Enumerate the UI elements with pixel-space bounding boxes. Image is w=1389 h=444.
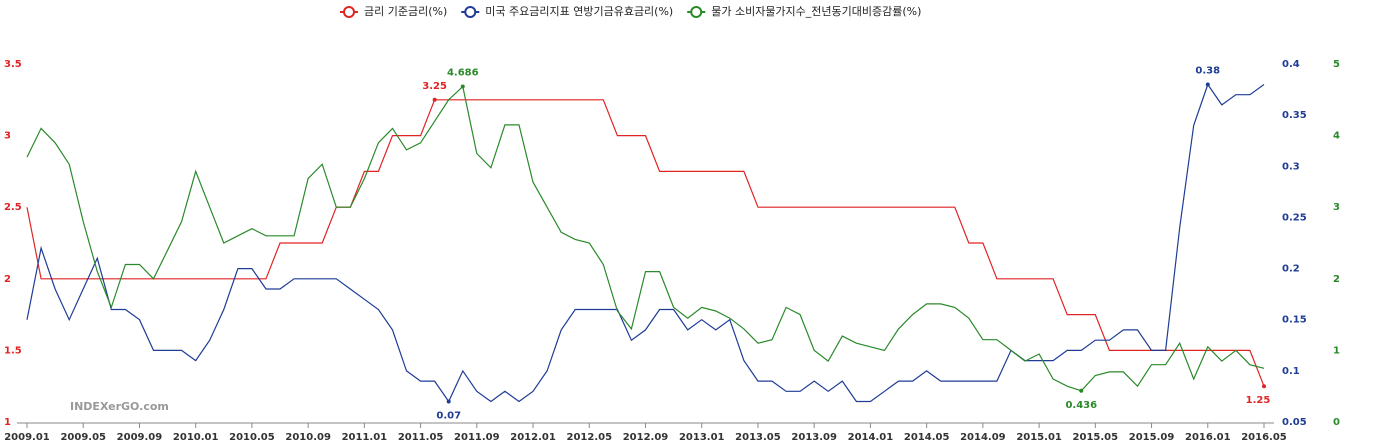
data-label: 0.436: [1065, 400, 1097, 411]
point-marker: [1079, 388, 1084, 393]
y3-tick-label: 5: [1333, 59, 1340, 70]
y2-tick-label: 0.25: [1282, 212, 1307, 223]
x-tick-label: 2015.01: [1016, 432, 1062, 443]
point-marker: [460, 84, 465, 89]
point-marker: [432, 97, 437, 102]
y3-tick-label: 1: [1333, 345, 1340, 356]
legend-label: 금리 기준금리(%): [364, 5, 447, 18]
legend-marker: [690, 6, 703, 18]
y-tick-label: 1.5: [4, 345, 22, 356]
y-tick-label: 1: [4, 417, 11, 428]
x-tick-label: 2013.05: [735, 432, 781, 443]
point-marker: [1205, 82, 1210, 87]
legend-label: 미국 주요금리지표 연방기금유효금리(%): [485, 5, 673, 18]
series-line: [26, 99, 1265, 387]
point-marker: [446, 399, 451, 404]
x-tick-label: 2009.01: [4, 432, 50, 443]
x-tick-label: 2011.05: [398, 432, 444, 443]
data-label: 0.38: [1195, 65, 1220, 76]
y2-tick-label: 0.35: [1282, 110, 1307, 121]
x-tick-label: 2009.09: [117, 432, 163, 443]
y3-tick-label: 3: [1333, 202, 1340, 213]
x-tick-label: 2011.01: [342, 432, 388, 443]
x-tick-label: 2013.09: [791, 432, 837, 443]
data-label: 1.25: [1246, 395, 1271, 406]
series-line: [26, 85, 1265, 392]
x-tick-label: 2015.05: [1073, 432, 1119, 443]
y2-tick-label: 0.4: [1282, 59, 1300, 70]
x-tick-label: 2012.01: [510, 432, 556, 443]
x-tick-label: 2014.05: [904, 432, 950, 443]
x-tick-label: 2012.05: [566, 432, 612, 443]
y-tick-label: 3: [4, 131, 11, 142]
y-tick-label: 2: [4, 274, 11, 285]
x-tick-label: 2014.09: [960, 432, 1006, 443]
y2-tick-label: 0.1: [1282, 366, 1300, 377]
y2-tick-label: 0.15: [1282, 315, 1307, 326]
x-tick-label: 2010.09: [285, 432, 331, 443]
data-label: 3.25: [422, 81, 447, 92]
x-tick-label: 2016.01: [1185, 432, 1231, 443]
y3-tick-label: 2: [1333, 274, 1340, 285]
y-tick-label: 2.5: [4, 202, 22, 213]
x-tick-label: 2013.01: [679, 432, 725, 443]
y2-tick-label: 0.2: [1282, 264, 1300, 275]
x-tick-label: 2009.05: [60, 432, 106, 443]
x-tick-label: 2010.01: [173, 432, 219, 443]
legend-marker: [343, 6, 355, 18]
legend-label: 물가 소비자물가지수_전년동기대비증감률(%): [711, 5, 921, 18]
x-tick-label: 2015.09: [1129, 432, 1175, 443]
x-tick-label: 2014.01: [848, 432, 894, 443]
data-label: 0.07: [436, 411, 461, 422]
y2-tick-label: 0.3: [1282, 161, 1300, 172]
point-marker: [1262, 384, 1266, 389]
x-tick-label: 2012.09: [623, 432, 669, 443]
y2-tick-label: 0.05: [1282, 417, 1307, 428]
series-line: [26, 83, 1265, 403]
x-tick-label: 2011.09: [454, 432, 500, 443]
y3-tick-label: 0: [1333, 417, 1340, 428]
y3-tick-label: 4: [1333, 131, 1340, 142]
legend-marker: [464, 6, 477, 18]
y-tick-label: 3.5: [4, 59, 22, 70]
x-tick-label: 2016.05: [1241, 432, 1287, 443]
x-tick-label: 2010.05: [229, 432, 275, 443]
watermark: INDEXerGO.com: [70, 400, 169, 413]
data-label: 4.686: [447, 67, 479, 78]
